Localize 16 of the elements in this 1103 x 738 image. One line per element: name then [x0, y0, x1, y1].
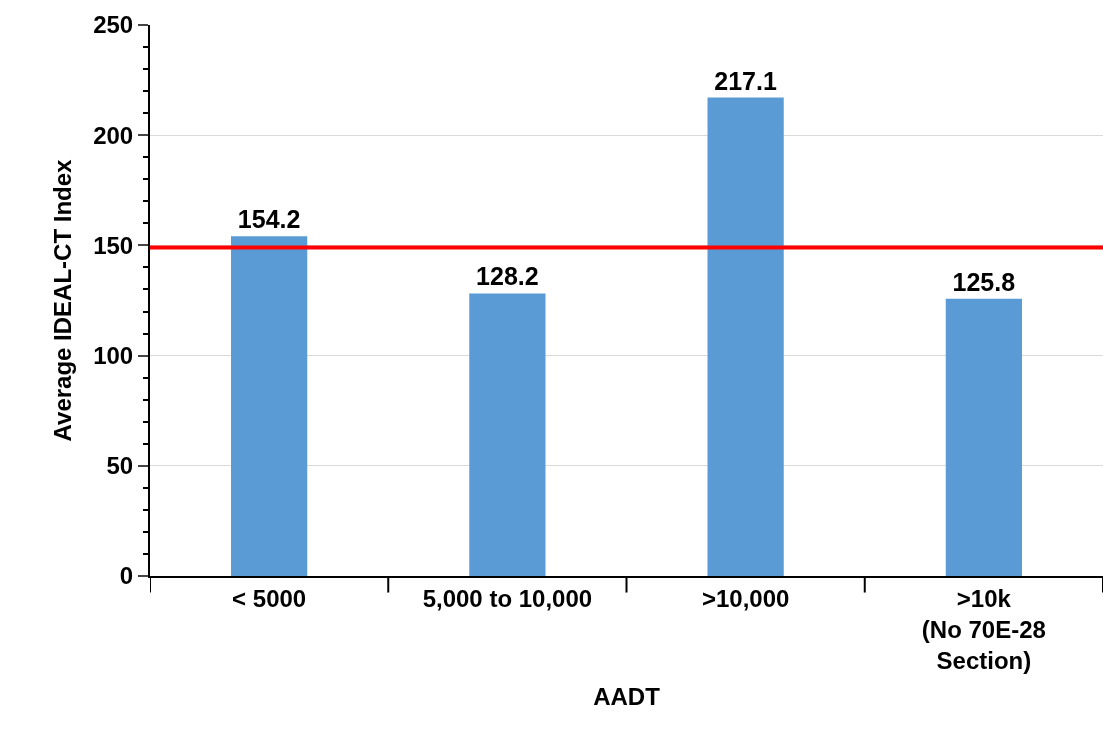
- x-tick-label: >10k (No 70E-28 Section): [921, 584, 1046, 675]
- data-label: 128.2: [476, 262, 539, 291]
- y-tick-label: 100: [93, 342, 134, 369]
- y-tick-label: 150: [93, 231, 134, 259]
- data-label: 125.8: [952, 267, 1016, 296]
- y-tick-label: 50: [106, 452, 134, 480]
- y-axis-title: Average IDEAL-CT Index: [48, 158, 76, 442]
- data-label: 154.2: [237, 205, 301, 234]
- data-label: 217.1: [714, 66, 777, 95]
- x-tick-label: 5,000 to 10,000: [422, 584, 593, 612]
- y-tick-label: 0: [119, 562, 134, 590]
- x-tick-label: >10,000: [701, 584, 790, 612]
- x-axis-title: AADT: [593, 683, 661, 710]
- y-tick-label: 250: [93, 11, 134, 39]
- x-tick-label: < 5000: [232, 584, 307, 612]
- y-tick-label: 200: [93, 121, 134, 149]
